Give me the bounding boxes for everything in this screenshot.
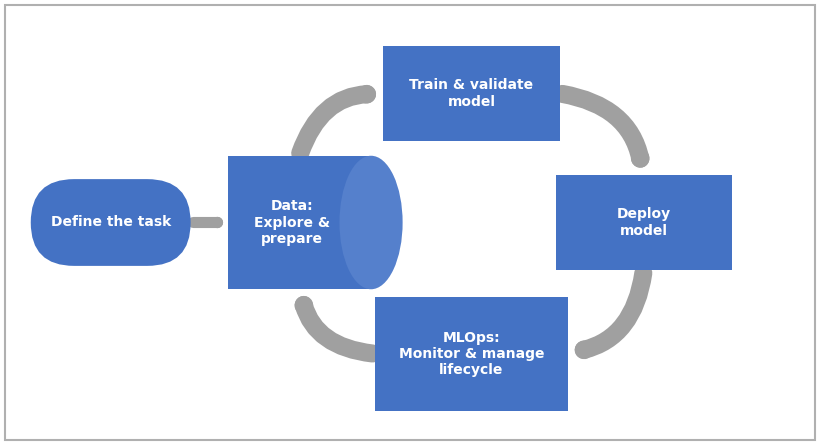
FancyBboxPatch shape <box>555 174 731 270</box>
FancyBboxPatch shape <box>382 45 559 141</box>
Text: Data:
Explore &
prepare: Data: Explore & prepare <box>254 199 330 246</box>
FancyArrowPatch shape <box>562 94 640 159</box>
Ellipse shape <box>339 156 402 289</box>
Text: Define the task: Define the task <box>51 215 170 230</box>
Text: Deploy
model: Deploy model <box>616 207 670 238</box>
Text: Train & validate
model: Train & validate model <box>409 78 533 109</box>
FancyBboxPatch shape <box>374 297 567 410</box>
FancyArrowPatch shape <box>300 94 367 153</box>
FancyArrowPatch shape <box>303 305 372 353</box>
FancyBboxPatch shape <box>228 156 299 289</box>
FancyBboxPatch shape <box>31 179 190 266</box>
FancyBboxPatch shape <box>228 156 370 289</box>
Text: MLOps:
Monitor & manage
lifecycle: MLOps: Monitor & manage lifecycle <box>398 331 544 377</box>
FancyArrowPatch shape <box>583 273 643 350</box>
